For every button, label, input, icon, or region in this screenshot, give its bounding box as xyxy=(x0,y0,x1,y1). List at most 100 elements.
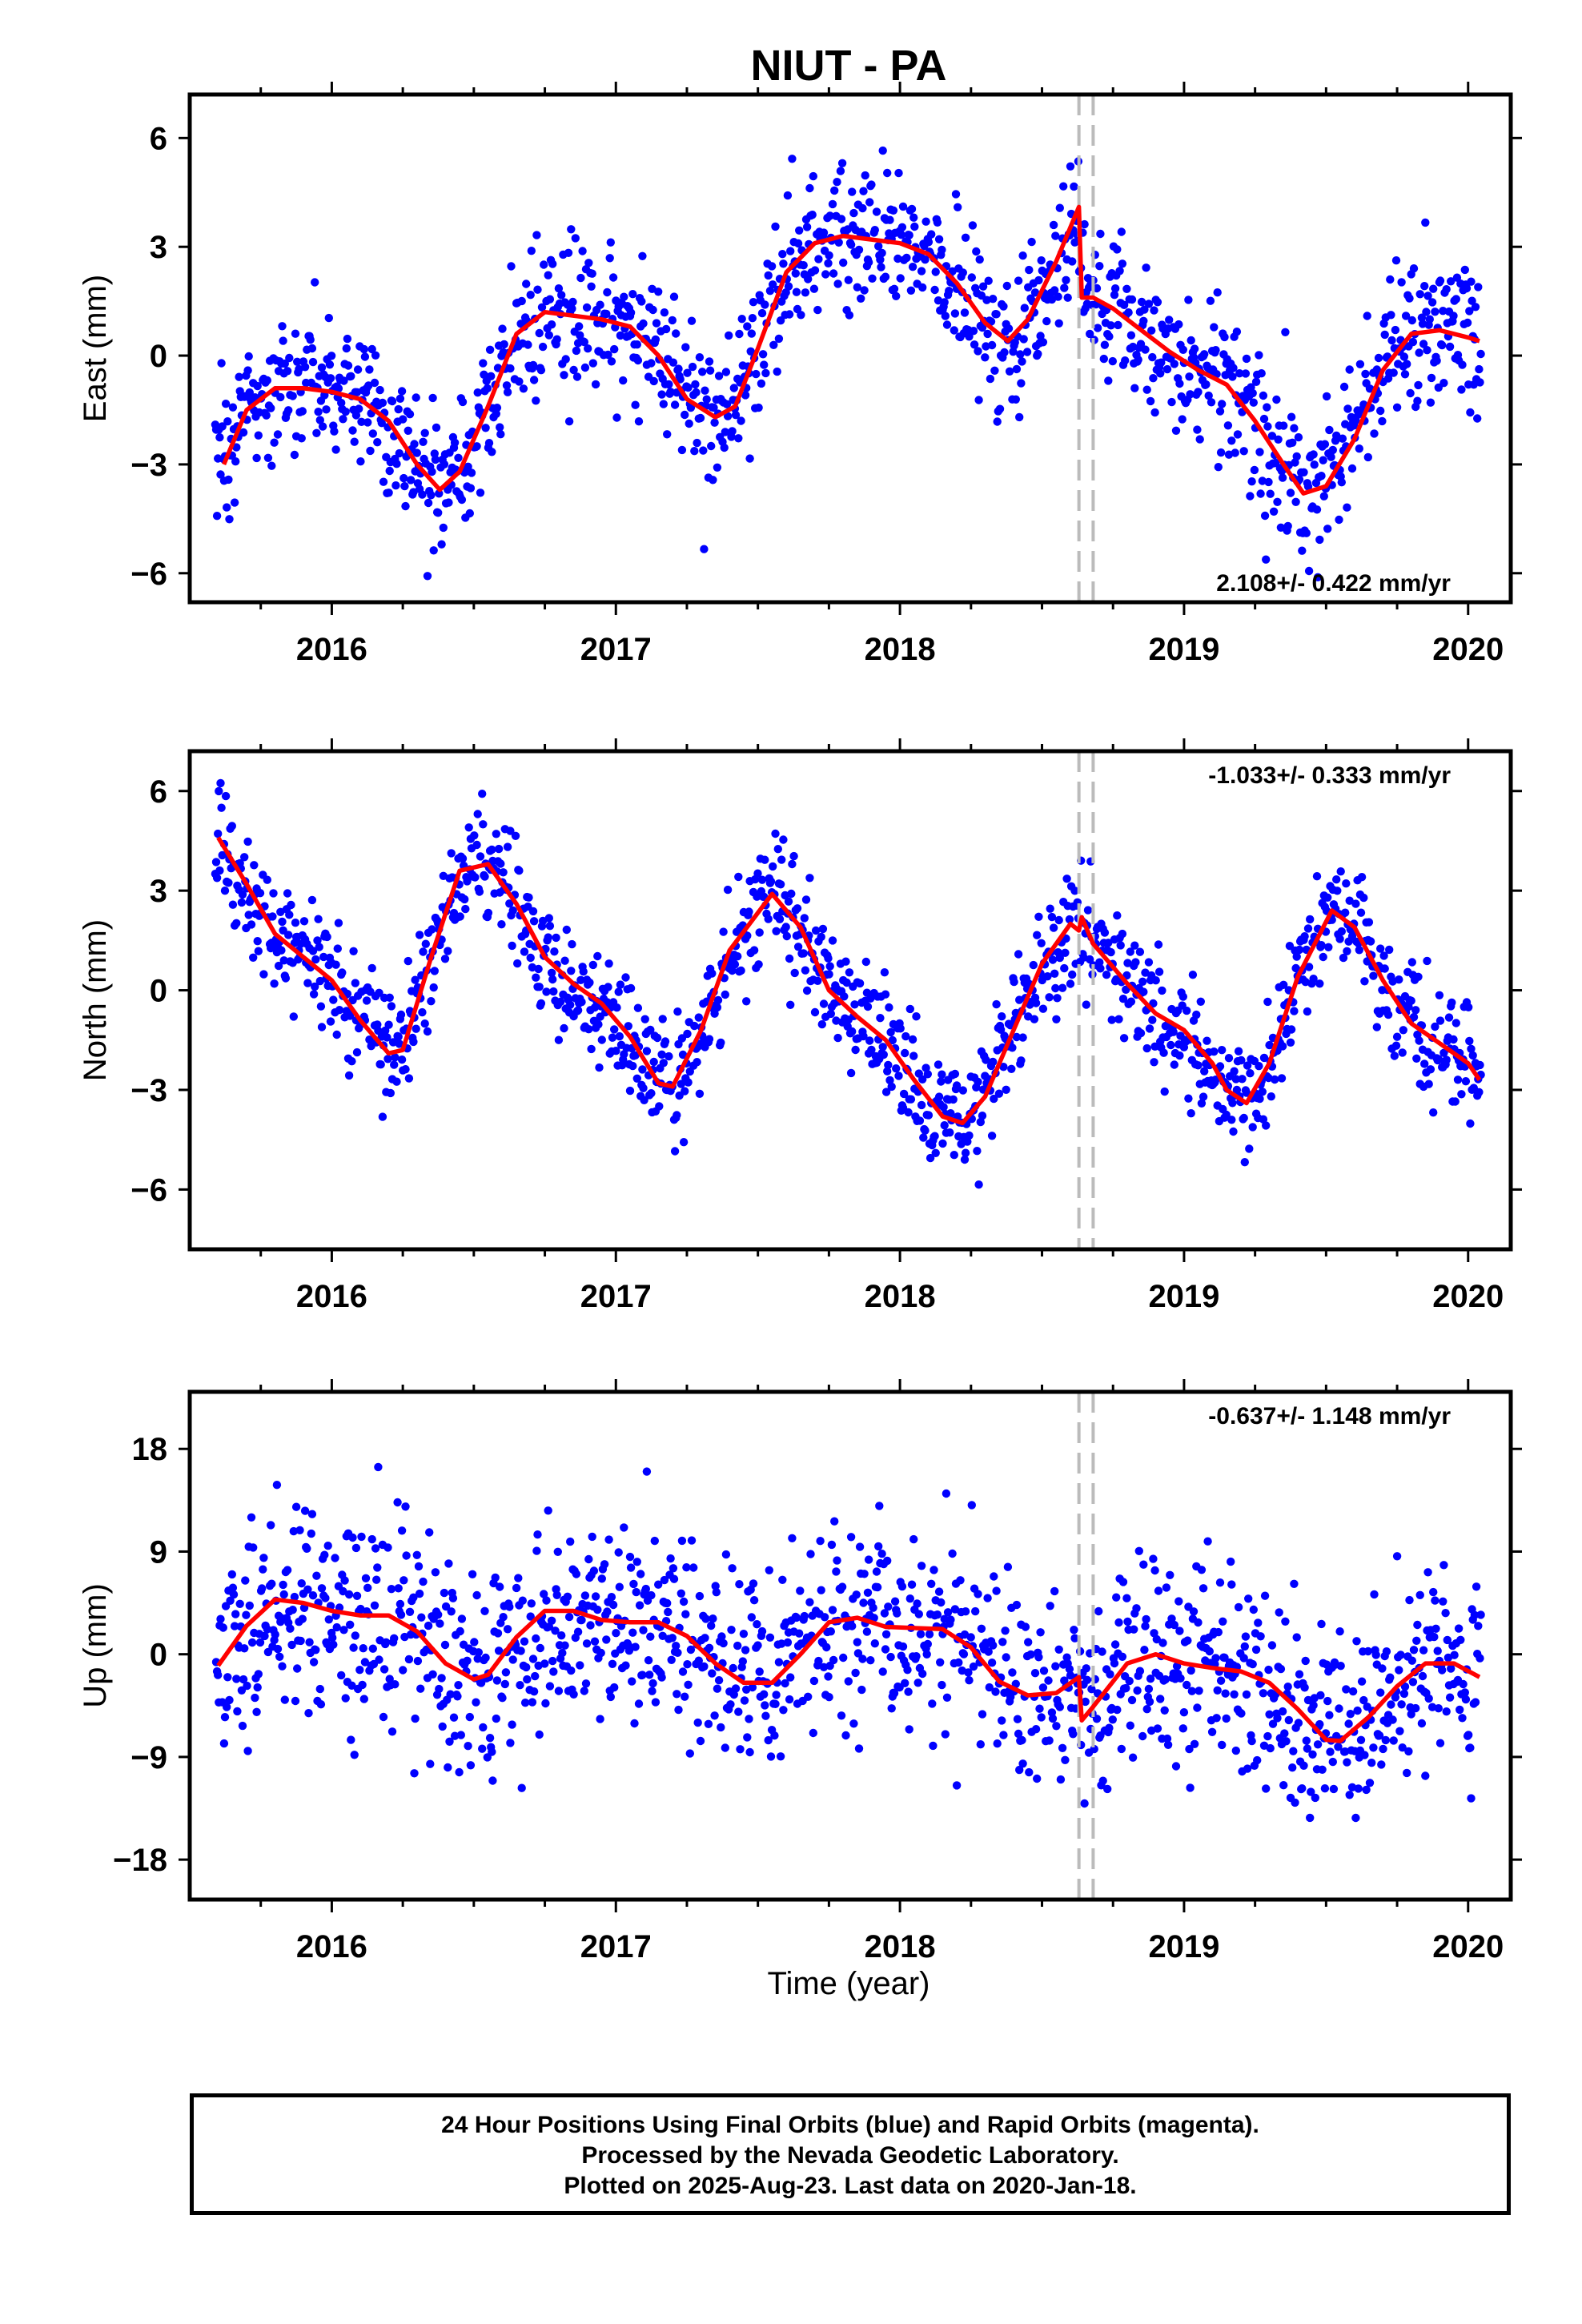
data-point xyxy=(297,434,306,443)
data-point xyxy=(518,1596,527,1605)
data-point xyxy=(1356,908,1366,917)
data-point xyxy=(690,1021,699,1031)
data-point xyxy=(1378,416,1387,426)
data-point xyxy=(1278,1042,1287,1051)
data-point xyxy=(1135,1667,1145,1675)
data-point xyxy=(1419,340,1428,348)
data-point xyxy=(596,1648,605,1658)
data-point xyxy=(679,1597,689,1606)
data-point xyxy=(1094,1606,1103,1616)
data-point xyxy=(529,1687,539,1696)
data-point xyxy=(1391,1041,1401,1050)
data-point xyxy=(604,350,612,360)
data-point xyxy=(817,1019,826,1029)
data-point xyxy=(1052,1722,1061,1731)
data-point xyxy=(795,226,804,235)
data-point xyxy=(1175,379,1184,388)
data-point xyxy=(1361,369,1370,379)
data-point xyxy=(1215,1578,1225,1587)
data-point xyxy=(1150,1042,1159,1051)
data-point xyxy=(743,322,752,331)
data-point xyxy=(639,319,648,328)
data-point xyxy=(1216,1676,1226,1685)
data-point xyxy=(1021,1622,1030,1631)
data-point xyxy=(604,1535,613,1544)
data-point xyxy=(1415,1036,1423,1045)
data-point xyxy=(663,430,672,439)
data-point xyxy=(644,1656,653,1665)
data-point xyxy=(1257,369,1266,378)
data-point xyxy=(242,1610,251,1619)
data-point xyxy=(233,1707,242,1716)
data-point xyxy=(544,933,552,942)
data-point xyxy=(860,1570,869,1578)
data-point xyxy=(1014,950,1023,959)
data-point xyxy=(287,1640,296,1650)
data-point xyxy=(606,238,615,247)
data-point xyxy=(1106,947,1115,957)
data-point xyxy=(1323,1696,1332,1706)
data-point xyxy=(1241,369,1251,378)
data-point xyxy=(347,1057,356,1066)
data-point xyxy=(1355,360,1365,368)
data-point xyxy=(989,1057,998,1067)
data-point xyxy=(220,1713,230,1722)
data-point xyxy=(254,431,263,440)
data-point xyxy=(254,1670,263,1679)
data-point xyxy=(1409,264,1419,273)
data-point xyxy=(967,1501,977,1510)
data-point xyxy=(628,290,637,299)
data-point xyxy=(647,359,656,368)
data-point xyxy=(965,1131,974,1140)
data-point xyxy=(484,908,493,918)
data-point xyxy=(1213,288,1222,297)
data-point xyxy=(582,303,592,312)
data-point xyxy=(516,1647,525,1655)
data-point xyxy=(444,1763,452,1772)
data-point xyxy=(887,1704,896,1713)
data-point xyxy=(1130,1625,1138,1634)
data-point xyxy=(513,959,522,968)
data-point xyxy=(620,1050,628,1059)
data-point xyxy=(535,328,544,338)
data-point xyxy=(1184,296,1193,304)
data-point xyxy=(931,1148,940,1158)
data-point xyxy=(681,410,689,420)
data-point xyxy=(1268,1719,1278,1728)
data-point xyxy=(1126,331,1136,340)
data-point xyxy=(764,1735,773,1745)
data-point xyxy=(1202,380,1211,389)
data-point xyxy=(1186,1783,1195,1792)
data-point xyxy=(394,1584,403,1593)
data-point xyxy=(758,350,768,359)
data-point xyxy=(494,1647,504,1655)
data-point xyxy=(499,868,508,877)
data-point xyxy=(705,1643,714,1652)
data-point xyxy=(1447,1664,1456,1673)
plot-frame xyxy=(187,749,1513,1252)
data-point xyxy=(741,391,750,400)
data-point xyxy=(1447,998,1456,1007)
data-point xyxy=(1316,1691,1325,1700)
data-point xyxy=(933,218,942,227)
data-point xyxy=(1442,1055,1451,1064)
data-point xyxy=(311,278,319,287)
data-point xyxy=(779,259,788,268)
data-point xyxy=(892,292,901,300)
data-point xyxy=(1281,1617,1290,1626)
y-tick-label: 0 xyxy=(150,974,167,1009)
data-point xyxy=(850,1000,859,1009)
data-point xyxy=(1427,298,1437,307)
data-point xyxy=(1185,1744,1194,1754)
data-point xyxy=(1050,969,1059,979)
data-point xyxy=(1267,1641,1277,1650)
data-point xyxy=(1431,1596,1439,1605)
data-point xyxy=(818,924,828,934)
data-point xyxy=(1105,1723,1114,1732)
data-point xyxy=(673,1648,682,1657)
data-point xyxy=(1126,997,1136,1006)
data-point xyxy=(344,1590,354,1599)
data-point xyxy=(1137,297,1146,307)
data-point xyxy=(624,1022,632,1031)
data-point xyxy=(228,900,238,909)
